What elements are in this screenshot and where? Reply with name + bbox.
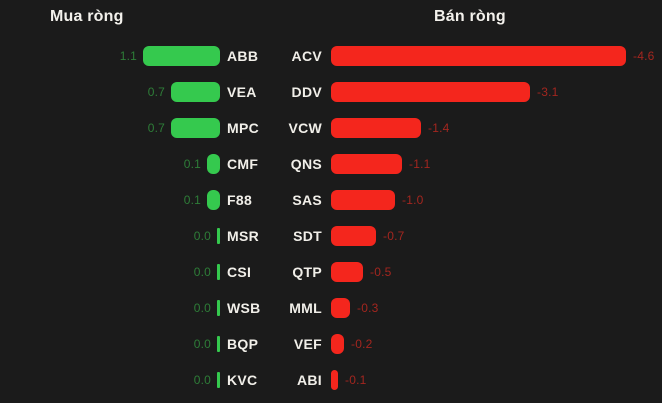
net-buy-ticker[interactable]: MPC xyxy=(227,120,260,136)
net-buy-value: 0.0 xyxy=(193,373,211,387)
net-sell-bar[interactable] xyxy=(331,46,626,66)
net-sell-ticker[interactable]: SAS xyxy=(292,192,322,208)
net-sell-value: -1.1 xyxy=(409,157,431,171)
net-buy-bar[interactable] xyxy=(207,154,220,174)
net-buy-ticker[interactable]: CMF xyxy=(227,156,259,172)
net-buy-ticker[interactable]: F88 xyxy=(227,192,253,208)
net-sell-panel-title: Bán ròng xyxy=(434,8,506,25)
net-sell-bar[interactable] xyxy=(331,334,344,354)
net-sell-ticker[interactable]: QTP xyxy=(292,264,322,280)
chart-row: 0.1 CMF QNS -1.1 xyxy=(0,154,662,174)
net-sell-value: -3.1 xyxy=(537,85,559,99)
net-buy-bar[interactable] xyxy=(171,82,220,102)
net-buy-value: 1.1 xyxy=(119,49,137,63)
net-buy-ticker[interactable]: MSR xyxy=(227,228,260,244)
net-buy-bar[interactable] xyxy=(217,300,220,316)
net-sell-value: -0.1 xyxy=(345,373,367,387)
net-sell-ticker[interactable]: ABI xyxy=(296,372,322,388)
net-buy-value: 0.1 xyxy=(183,157,201,171)
net-sell-ticker[interactable]: VEF xyxy=(293,336,322,352)
net-buy-value: 0.0 xyxy=(193,229,211,243)
net-sell-ticker[interactable]: DDV xyxy=(291,84,322,100)
net-buy-ticker[interactable]: KVC xyxy=(227,372,258,388)
net-buy-value: 0.7 xyxy=(147,121,165,135)
net-sell-value: -4.6 xyxy=(633,49,655,63)
chart-row: 0.0 BQP VEF -0.2 xyxy=(0,334,662,354)
net-sell-value: -0.5 xyxy=(370,265,392,279)
net-buy-bar[interactable] xyxy=(217,264,220,280)
net-buy-panel-title: Mua ròng xyxy=(50,8,124,25)
net-buy-bar[interactable] xyxy=(217,372,220,388)
net-buy-ticker[interactable]: BQP xyxy=(227,336,259,352)
net-buy-ticker[interactable]: VEA xyxy=(227,84,257,100)
net-sell-bar[interactable] xyxy=(331,262,363,282)
net-sell-value: -1.0 xyxy=(402,193,424,207)
chart-row: 0.0 KVC ABI -0.1 xyxy=(0,370,662,390)
net-sell-bar[interactable] xyxy=(331,154,402,174)
net-sell-ticker[interactable]: SDT xyxy=(293,228,322,244)
net-buy-bar[interactable] xyxy=(217,336,220,352)
chart-row: 0.0 MSR SDT -0.7 xyxy=(0,226,662,246)
net-buy-value: 0.1 xyxy=(183,193,201,207)
chart-row: 0.1 F88 SAS -1.0 xyxy=(0,190,662,210)
net-buy-value: 0.7 xyxy=(147,85,165,99)
net-buy-bar[interactable] xyxy=(143,46,220,66)
net-buy-bar[interactable] xyxy=(217,228,220,244)
net-sell-bar[interactable] xyxy=(331,190,395,210)
net-sell-bar[interactable] xyxy=(331,298,350,318)
net-sell-bar[interactable] xyxy=(331,118,421,138)
net-sell-ticker[interactable]: VCW xyxy=(288,120,322,136)
net-sell-bar[interactable] xyxy=(331,82,530,102)
net-buy-value: 0.0 xyxy=(193,337,211,351)
net-buy-ticker[interactable]: ABB xyxy=(227,48,259,64)
net-sell-value: -0.7 xyxy=(383,229,405,243)
net-sell-bar[interactable] xyxy=(331,226,376,246)
net-buy-bar[interactable] xyxy=(207,190,220,210)
net-sell-ticker[interactable]: MML xyxy=(289,300,322,316)
net-sell-ticker[interactable]: ACV xyxy=(291,48,322,64)
chart-row: 0.0 CSI QTP -0.5 xyxy=(0,262,662,282)
chart-row: 1.1 ABB ACV -4.6 xyxy=(0,46,662,66)
chart-row: 0.7 MPC VCW -1.4 xyxy=(0,118,662,138)
chart-row: 0.7 VEA DDV -3.1 xyxy=(0,82,662,102)
net-buy-bar[interactable] xyxy=(171,118,220,138)
net-buy-ticker[interactable]: WSB xyxy=(227,300,261,316)
net-buy-value: 0.0 xyxy=(193,265,211,279)
chart-row: 0.0 WSB MML -0.3 xyxy=(0,298,662,318)
net-buy-value: 0.0 xyxy=(193,301,211,315)
net-buy-ticker[interactable]: CSI xyxy=(227,264,252,280)
net-sell-ticker[interactable]: QNS xyxy=(290,156,322,172)
net-sell-value: -0.3 xyxy=(357,301,379,315)
net-sell-value: -1.4 xyxy=(428,121,450,135)
net-sell-bar[interactable] xyxy=(331,370,338,390)
net-sell-value: -0.2 xyxy=(351,337,373,351)
